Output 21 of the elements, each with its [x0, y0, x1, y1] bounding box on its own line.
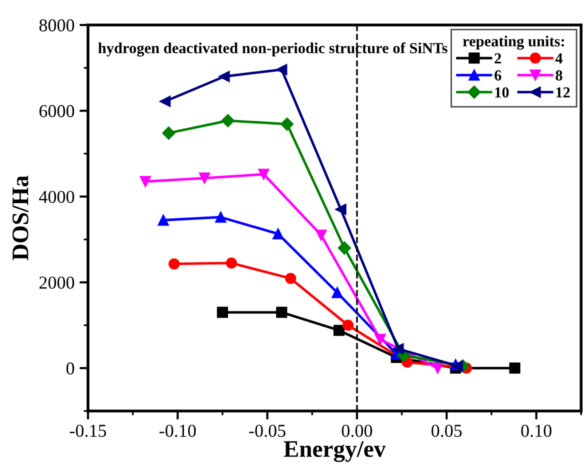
y-tick-label: 8000 — [39, 19, 74, 32]
legend-title: repeating units: — [462, 36, 564, 50]
legend-label: 10 — [495, 87, 509, 98]
y-axis-title: DOS/Ha — [12, 176, 28, 260]
y-tick-label: 2000 — [39, 276, 74, 289]
x-tick-label: 0.10 — [521, 424, 552, 437]
y-tick-label: 4000 — [39, 190, 74, 203]
legend-label: 8 — [556, 70, 562, 81]
x-tick-label: 0.00 — [342, 424, 372, 437]
x-tick-label: -0.05 — [249, 424, 286, 437]
x-tick-label: 0.05 — [432, 424, 462, 437]
y-tick-label: 0 — [66, 362, 74, 375]
x-tick-label: -0.15 — [70, 424, 106, 437]
legend-label: 6 — [494, 70, 502, 81]
legend-label: 12 — [556, 87, 570, 98]
y-tick-label: 6000 — [39, 105, 74, 118]
legend-label: 2 — [494, 53, 502, 64]
x-axis-title: Energy/ev — [284, 441, 386, 462]
x-tick-label: -0.10 — [160, 424, 196, 437]
text: hydrogen deactivated non-periodic structure of SiNTs — [98, 42, 448, 56]
legend-label: 4 — [555, 53, 563, 64]
